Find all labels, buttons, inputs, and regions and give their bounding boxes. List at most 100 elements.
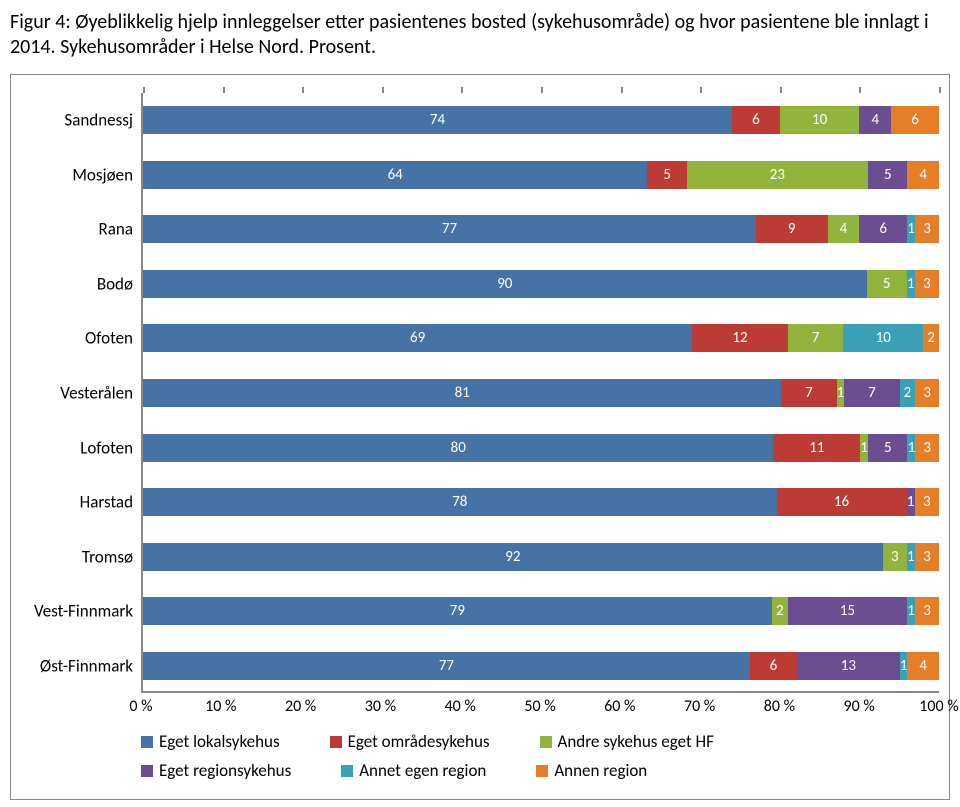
- legend-item: Andre sykehus eget HF: [540, 731, 714, 752]
- bar-segment: 5: [647, 161, 686, 189]
- bar-segment: 1: [907, 543, 915, 571]
- bar-segment: 11: [773, 434, 860, 462]
- x-axis-tick: 0 %: [129, 697, 152, 716]
- bar-segment: 5: [867, 270, 907, 298]
- x-axis-tick: 20 %: [285, 697, 316, 716]
- category-label: Øst-Finnmark: [40, 655, 133, 676]
- legend-swatch: [536, 765, 548, 777]
- bar-segment: 1: [907, 215, 915, 243]
- bar-segment: 4: [907, 652, 939, 680]
- bar-segment: 3: [915, 543, 939, 571]
- bar-segment: 7: [788, 324, 844, 352]
- x-axis-tick: 90 %: [844, 697, 875, 716]
- bar-segment: 5: [868, 161, 907, 189]
- x-axis-tick: 80 %: [764, 697, 795, 716]
- bar-segment: 4: [859, 106, 891, 134]
- legend-item: Eget områdesykehus: [330, 731, 490, 752]
- bar-segment: 4: [828, 215, 860, 243]
- bar-segment: 1: [900, 652, 908, 680]
- bar-segment: 64: [143, 161, 647, 189]
- legend-item: Eget lokalsykehus: [141, 731, 280, 752]
- figure-caption: Figur 4: Øyeblikkelig hjelp innleggelser…: [10, 10, 950, 60]
- bar-segment: 4: [907, 161, 939, 189]
- legend-swatch: [341, 765, 353, 777]
- bar-row: 92313: [143, 543, 939, 571]
- legend-item: Annet egen region: [341, 760, 486, 781]
- bar-segment: 12: [692, 324, 788, 352]
- bar-segment: 81: [143, 379, 781, 407]
- legend-label: Andre sykehus eget HF: [558, 731, 714, 752]
- legend-label: Eget lokalsykehus: [159, 731, 280, 752]
- bar-row: 7794613: [143, 215, 939, 243]
- bar-segment: 3: [915, 215, 939, 243]
- bar-segment: 92: [143, 543, 883, 571]
- bar-row: 7761314: [143, 652, 939, 680]
- bar-segment: 2: [923, 324, 939, 352]
- x-axis-tick: 10 %: [205, 697, 236, 716]
- category-label: Rana: [99, 219, 133, 240]
- bar-segment: 6: [732, 106, 780, 134]
- legend-item: Eget regionsykehus: [141, 760, 291, 781]
- category-label: Lofoten: [80, 437, 133, 458]
- bar-row: 80111513: [143, 434, 939, 462]
- bar-segment: 90: [143, 270, 867, 298]
- bar-segment: 3: [915, 270, 939, 298]
- bar-segment: 77: [143, 215, 756, 243]
- bar-segment: 79: [143, 597, 772, 625]
- bar-segment: 13: [797, 652, 899, 680]
- legend-swatch: [540, 736, 552, 748]
- bar-row: 8171723: [143, 379, 939, 407]
- chart-container: SandnessjMosjøenRanaBodøOfotenVesterålen…: [10, 74, 950, 800]
- bar-segment: 5: [868, 434, 907, 462]
- legend-swatch: [141, 736, 153, 748]
- x-axis-tick: 60 %: [604, 697, 635, 716]
- legend-label: Annet egen region: [359, 760, 486, 781]
- bar-row: 6452354: [143, 161, 939, 189]
- bar-segment: 10: [780, 106, 860, 134]
- legend: Eget lokalsykehus Eget områdesykehus Andre…: [141, 731, 939, 781]
- bar-segment: 2: [900, 379, 916, 407]
- x-axis-tick: 70 %: [684, 697, 715, 716]
- category-label: Bodø: [97, 273, 133, 294]
- legend-label: Annen region: [554, 760, 647, 781]
- bar-segment: 80: [143, 434, 773, 462]
- bar-segment: 1: [907, 270, 915, 298]
- bar-segment: 6: [859, 215, 907, 243]
- bar-segment: 3: [883, 543, 907, 571]
- bar-segment: 1: [860, 434, 868, 462]
- bar-row: 781613: [143, 488, 939, 516]
- plot-area: 7461046645235477946139051369127102817172…: [141, 93, 939, 693]
- bar-segment: 3: [915, 597, 939, 625]
- category-label: Ofoten: [85, 328, 133, 349]
- bar-segment: 2: [772, 597, 788, 625]
- category-labels: SandnessjMosjøenRanaBodøOfotenVesterålen…: [21, 93, 141, 693]
- bar-segment: 9: [756, 215, 828, 243]
- bar-segment: 1: [907, 434, 915, 462]
- x-axis-tick: 40 %: [445, 697, 476, 716]
- x-axis-tick: 50 %: [524, 697, 555, 716]
- category-label: Tromsø: [82, 546, 133, 567]
- bar-row: 7461046: [143, 106, 939, 134]
- category-label: Sandnessj: [64, 110, 133, 131]
- bar-segment: 1: [837, 379, 845, 407]
- bar-segment: 1: [907, 488, 915, 516]
- bar-segment: 10: [843, 324, 923, 352]
- bar-segment: 3: [915, 488, 939, 516]
- bar-segment: 69: [143, 324, 692, 352]
- bar-row: 7921513: [143, 597, 939, 625]
- category-label: Mosjøen: [72, 164, 133, 185]
- legend-swatch: [330, 736, 342, 748]
- x-axis-labels: 0 %10 %20 %30 %40 %50 %60 %70 %80 %90 %1…: [141, 693, 939, 727]
- legend-label: Eget områdesykehus: [348, 731, 490, 752]
- bar-segment: 1: [907, 597, 915, 625]
- bar-segment: 16: [777, 488, 907, 516]
- bar-segment: 78: [143, 488, 777, 516]
- x-axis-tick: 30 %: [365, 697, 396, 716]
- legend-item: Annen region: [536, 760, 647, 781]
- bar-segment: 77: [143, 652, 750, 680]
- bar-segment: 7: [844, 379, 899, 407]
- bar-row: 90513: [143, 270, 939, 298]
- bar-row: 69127102: [143, 324, 939, 352]
- bar-segment: 7: [781, 379, 836, 407]
- bar-segment: 3: [915, 379, 939, 407]
